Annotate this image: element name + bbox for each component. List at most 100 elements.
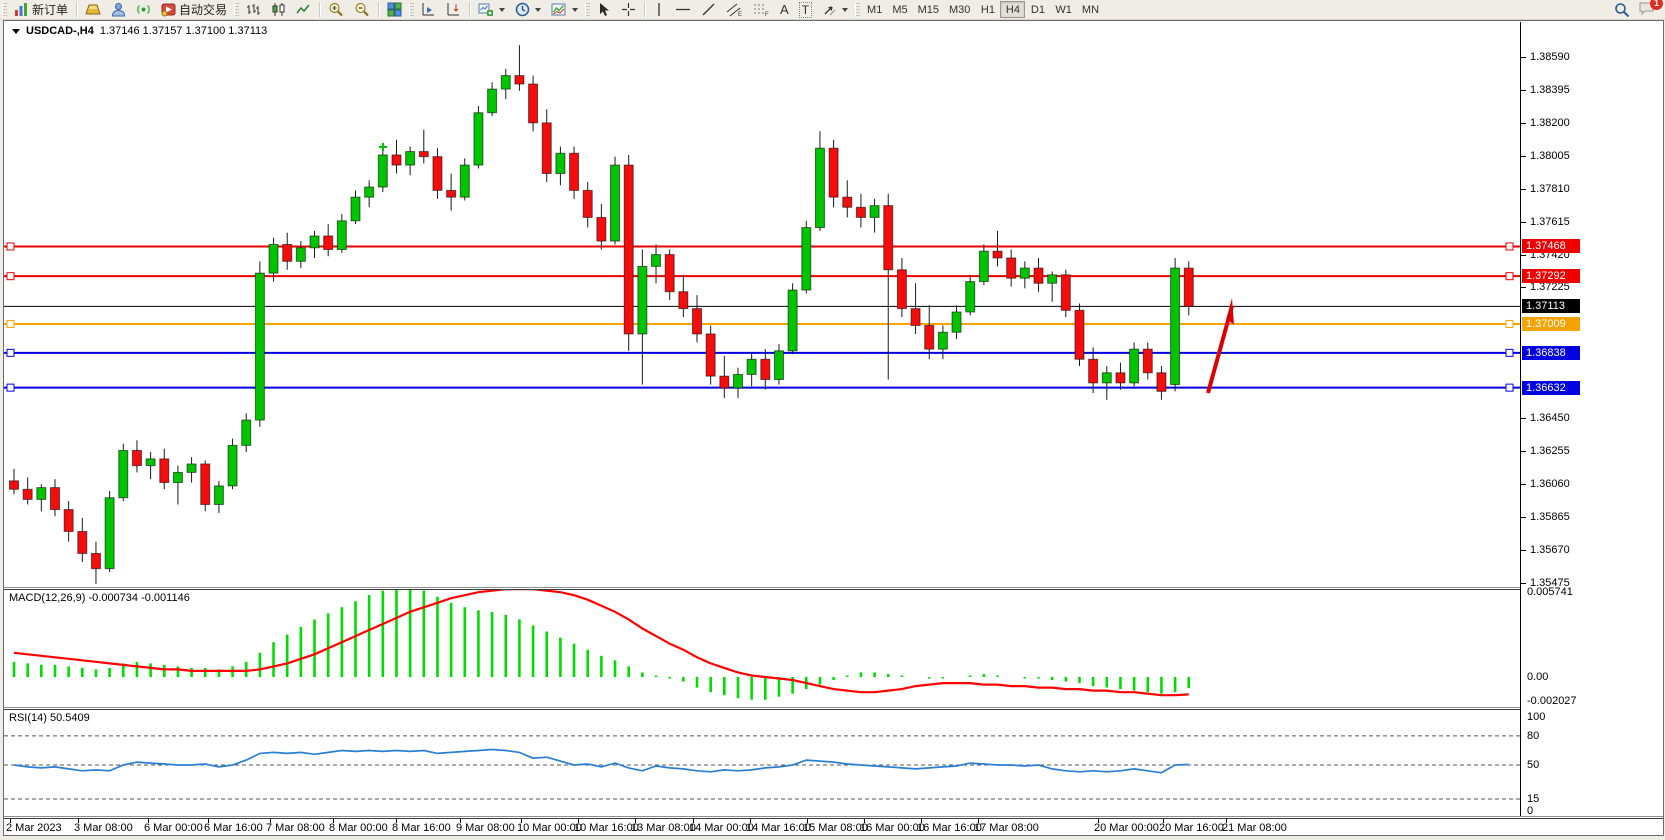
- time-tick-label: 15 Mar 08:00: [803, 822, 868, 834]
- bar-chart-mode-button[interactable]: [241, 1, 266, 19]
- candle-body: [760, 358, 771, 381]
- candle-body: [49, 487, 60, 511]
- line-handle[interactable]: [1505, 319, 1514, 328]
- timeframe-button-mn[interactable]: MN: [1081, 4, 1100, 16]
- time-tick-label: 3 Mar 08:00: [74, 822, 133, 834]
- zoom-in-button[interactable]: [323, 1, 349, 19]
- macd-pane[interactable]: MACD(12,26,9) -0.000734 -0.001146: [4, 590, 1520, 707]
- toolbar-grip[interactable]: [234, 2, 240, 17]
- toolbar-separator: [76, 2, 78, 17]
- pane-separator[interactable]: [4, 587, 1663, 590]
- time-tick-label: 10 Mar 00:00: [517, 822, 582, 834]
- horizontal-line-tool-button[interactable]: [670, 1, 696, 19]
- timeframe-button-m1[interactable]: M1: [867, 4, 883, 16]
- text-tool-button[interactable]: A: [775, 1, 794, 19]
- trendline-tool-button[interactable]: [696, 1, 721, 19]
- timeframe-button-h4[interactable]: H4: [1000, 1, 1026, 18]
- candle-body: [1033, 267, 1044, 284]
- toolbar-separator: [378, 2, 380, 17]
- notification-badge: 1: [1650, 0, 1663, 10]
- candle-body: [487, 88, 498, 114]
- auto-trading-button[interactable]: 自动交易: [156, 1, 232, 19]
- timeframe-button-w1[interactable]: W1: [1055, 4, 1072, 16]
- candle-body: [1060, 274, 1071, 311]
- rsi-label: RSI(14) 50.5409: [9, 712, 90, 724]
- pane-separator[interactable]: [4, 707, 1663, 710]
- price-tick-mark: [1521, 123, 1526, 124]
- candle-body: [773, 350, 784, 381]
- trend-arrow-annotation[interactable]: [1206, 305, 1234, 394]
- notifications-button[interactable]: 1: [1638, 0, 1663, 19]
- candle-body: [732, 373, 743, 389]
- price-tag: 1.37009: [1522, 317, 1580, 331]
- line-chart-mode-button[interactable]: [291, 1, 316, 19]
- line-handle[interactable]: [1505, 348, 1514, 357]
- auto-scroll-button[interactable]: [416, 1, 441, 19]
- plus-marker-annotation[interactable]: [379, 143, 387, 151]
- price-tick-label: 1.38200: [1530, 117, 1570, 129]
- new-chart-button[interactable]: [473, 1, 510, 19]
- text-label-tool-button[interactable]: T: [794, 1, 817, 19]
- price-scale[interactable]: 1.38590 1.38395 1.38200 1.38005 1.37810 1.376…: [1520, 22, 1663, 817]
- cursor-tool-button[interactable]: [592, 1, 616, 19]
- rsi-pane[interactable]: RSI(14) 50.5409: [4, 710, 1520, 816]
- zoom-out-button[interactable]: [349, 1, 375, 19]
- line-handle[interactable]: [1505, 242, 1514, 251]
- candle-body: [596, 216, 607, 242]
- search-icon[interactable]: [1614, 2, 1630, 18]
- price-pane[interactable]: [4, 22, 1520, 587]
- fibonacci-tool-button[interactable]: F: [748, 1, 775, 19]
- time-scale[interactable]: 2 Mar 2023 3 Mar 08:00 6 Mar 00:00 6 Mar 16…: [4, 818, 1520, 835]
- line-handle[interactable]: [6, 383, 15, 392]
- timeframe-button-d1[interactable]: D1: [1030, 4, 1045, 16]
- candle-body: [200, 463, 211, 505]
- candle-body: [254, 272, 265, 421]
- line-handle[interactable]: [6, 272, 15, 281]
- channel-tool-button[interactable]: E: [721, 1, 748, 19]
- line-chart-icon: [296, 4, 310, 14]
- auto-trading-label: 自动交易: [179, 3, 228, 17]
- candle-body: [1019, 267, 1030, 279]
- candle-body: [664, 254, 675, 293]
- timeframe-button-m15[interactable]: M15: [917, 4, 940, 16]
- profile-button[interactable]: [106, 1, 131, 19]
- tile-windows-button[interactable]: [382, 1, 407, 19]
- candle-body: [418, 151, 429, 158]
- time-tick-mark: [333, 819, 334, 823]
- candle-body: [610, 164, 621, 242]
- candle-body: [104, 497, 115, 570]
- timeframe-button-m30[interactable]: M30: [949, 4, 971, 16]
- line-handle[interactable]: [6, 242, 15, 251]
- new-order-button[interactable]: 新订单: [9, 1, 73, 19]
- price-tag: 1.37292: [1522, 269, 1580, 283]
- line-handle[interactable]: [6, 348, 15, 357]
- periods-button[interactable]: [510, 1, 546, 19]
- line-handle[interactable]: [1505, 383, 1514, 392]
- vertical-line-tool-button[interactable]: [648, 1, 670, 19]
- chart-shift-button[interactable]: [441, 1, 466, 19]
- chart-dropdown-icon[interactable]: [12, 28, 20, 34]
- price-tick-mark: [1521, 222, 1526, 223]
- timeframe-button-h1[interactable]: H1: [980, 4, 995, 16]
- signals-button[interactable]: [131, 1, 156, 19]
- price-tick-label: 1.35865: [1530, 511, 1570, 523]
- toolbar-grip[interactable]: [2, 2, 7, 17]
- candle-body: [719, 375, 730, 389]
- price-tick-label: 1.38590: [1530, 51, 1570, 63]
- toolbar-grip[interactable]: [409, 2, 415, 17]
- candlestick-mode-button[interactable]: [266, 1, 291, 19]
- deposit-button[interactable]: [80, 1, 106, 19]
- line-handle[interactable]: [1505, 272, 1514, 281]
- time-tick-mark: [521, 819, 522, 823]
- time-tick-label: 8 Mar 16:00: [392, 822, 451, 834]
- timeframe-button-m5[interactable]: M5: [892, 4, 908, 16]
- toolbar-grip[interactable]: [855, 2, 861, 17]
- price-tick-mark: [1521, 418, 1526, 419]
- price-tick-label: 1.36060: [1530, 478, 1570, 490]
- arrows-tool-button[interactable]: [817, 1, 853, 19]
- price-tick-mark: [1521, 90, 1526, 91]
- crosshair-tool-button[interactable]: [616, 1, 641, 19]
- templates-button[interactable]: [546, 1, 583, 19]
- line-handle[interactable]: [6, 319, 15, 328]
- toolbar-grip[interactable]: [585, 2, 591, 17]
